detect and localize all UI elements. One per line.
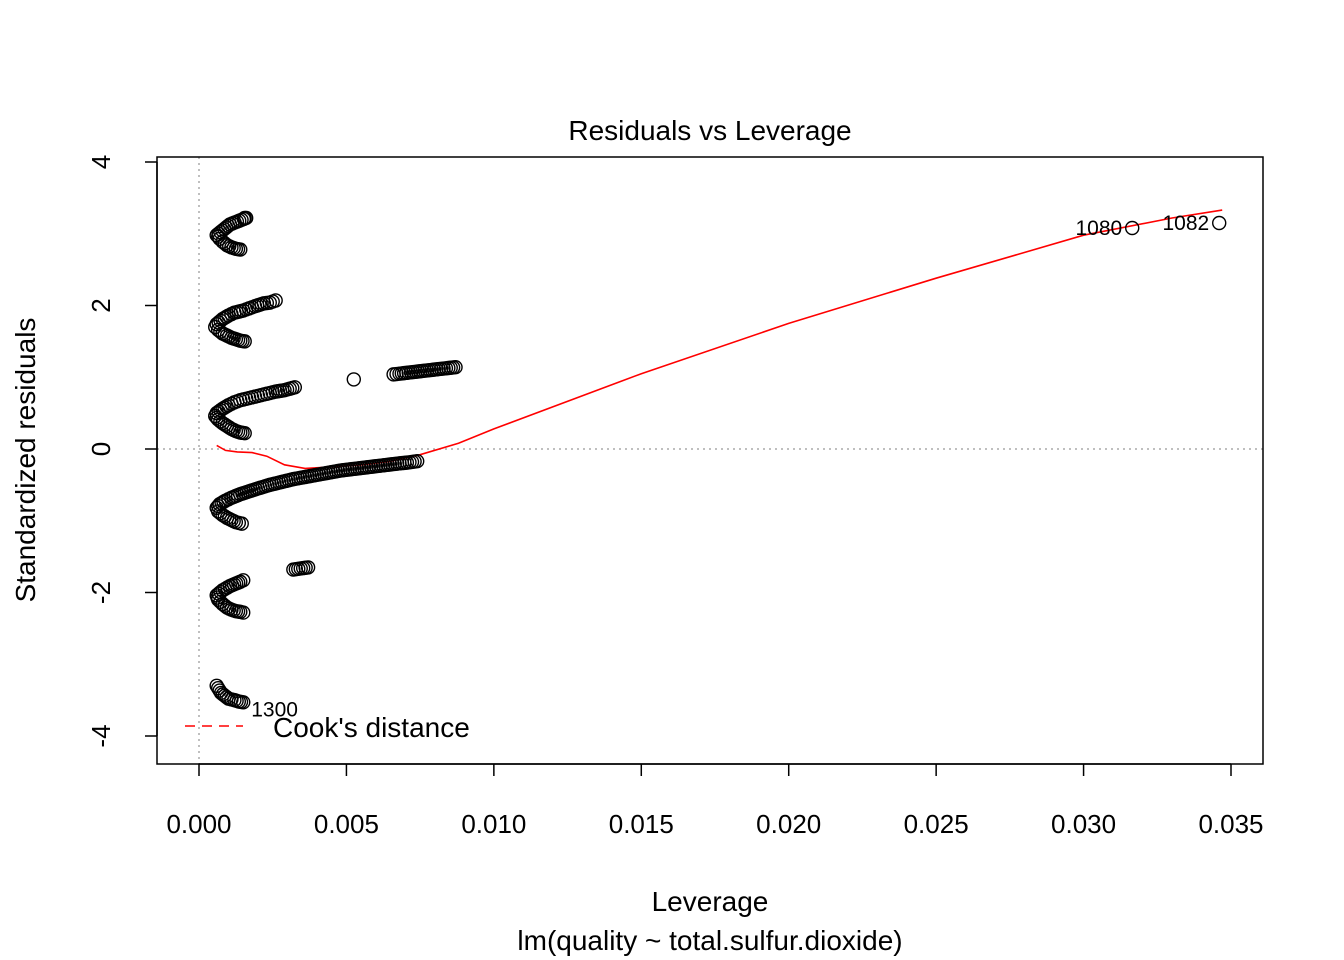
x-tick-label: 0.015 xyxy=(609,809,674,839)
data-point xyxy=(386,367,401,382)
chart-subtitle: lm(quality ~ total.sulfur.dioxide) xyxy=(517,925,902,956)
data-point xyxy=(237,426,252,441)
data-point xyxy=(1212,215,1227,231)
plot-frame xyxy=(156,156,1264,765)
x-tick-label: 0.035 xyxy=(1198,809,1263,839)
smoother-layer xyxy=(216,209,1223,470)
data-point xyxy=(208,408,223,424)
data-point xyxy=(210,498,226,514)
legend: Cook's distance xyxy=(185,712,470,743)
legend-label-cooks-distance: Cook's distance xyxy=(273,712,470,743)
y-tick-label: -4 xyxy=(86,724,116,747)
data-point xyxy=(234,516,249,531)
points-layer xyxy=(208,210,1227,710)
x-tick-label: 0.030 xyxy=(1051,809,1116,839)
y-tick-label: 4 xyxy=(86,155,116,169)
point-label-1080: 1080 xyxy=(1076,217,1123,240)
y-tick-label: -2 xyxy=(86,581,116,604)
x-axis: 0.000 0.005 0.010 0.015 0.020 0.025 0.030 0.035 xyxy=(166,763,1264,839)
x-tick-label: 0.000 xyxy=(166,809,231,839)
x-tick-label: 0.025 xyxy=(904,809,969,839)
x-tick-label: 0.010 xyxy=(461,809,526,839)
y-tick-label: 0 xyxy=(86,442,116,456)
data-point xyxy=(236,605,251,620)
x-axis-label: Leverage xyxy=(652,886,769,917)
y-axis: -4 -2 0 2 4 xyxy=(86,155,158,748)
data-point xyxy=(1125,220,1140,236)
data-point xyxy=(346,372,361,387)
reference-lines xyxy=(157,157,1263,764)
data-point xyxy=(236,695,251,710)
data-point xyxy=(286,562,301,577)
data-point xyxy=(233,242,248,257)
y-tick-label: 2 xyxy=(86,298,116,312)
data-point xyxy=(214,495,229,511)
point-label-1300: 1300 xyxy=(251,698,298,721)
point-label-1082: 1082 xyxy=(1162,212,1209,235)
chart-title: Residuals vs Leverage xyxy=(568,115,851,146)
x-tick-label: 0.020 xyxy=(756,809,821,839)
point-labels-layer: 1080 1082 1300 xyxy=(251,212,1209,721)
data-point xyxy=(217,688,233,704)
smoother-line xyxy=(216,209,1223,470)
x-tick-label: 0.005 xyxy=(314,809,379,839)
y-axis-label: Standardized residuals xyxy=(10,318,41,603)
data-point xyxy=(212,497,227,512)
data-point xyxy=(237,334,252,349)
